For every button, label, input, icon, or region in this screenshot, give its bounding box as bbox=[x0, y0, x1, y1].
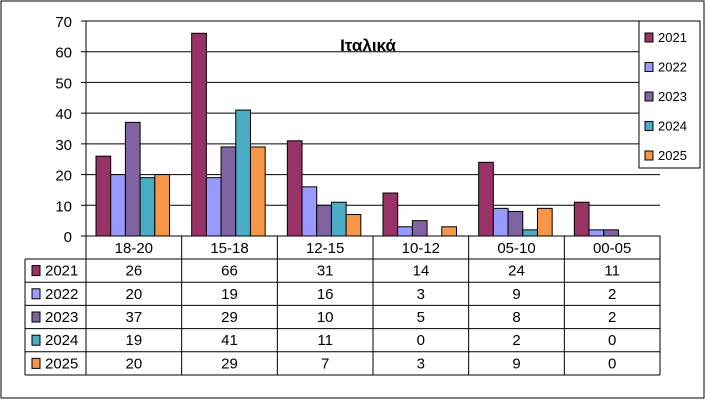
bar-2022-00-05 bbox=[588, 229, 605, 237]
category-label: 00-05 bbox=[593, 240, 631, 257]
table-cell: 3 bbox=[417, 355, 425, 372]
table-series-swatch bbox=[31, 357, 41, 369]
table-cell: 0 bbox=[608, 332, 616, 349]
table-cell: 19 bbox=[125, 332, 142, 349]
y-tick-label: 30 bbox=[55, 137, 72, 154]
table-cell: 20 bbox=[125, 286, 142, 303]
table-series-name: 2025 bbox=[45, 355, 78, 372]
bar-2022-15-18 bbox=[205, 177, 222, 237]
table-series-name: 2024 bbox=[45, 332, 78, 349]
table-series-swatch bbox=[31, 265, 41, 277]
legend-swatch bbox=[644, 62, 654, 72]
bar-2025-05-10 bbox=[536, 207, 553, 237]
y-tick-label: 70 bbox=[55, 14, 72, 31]
table-cell: 20 bbox=[125, 355, 142, 372]
table-cell: 14 bbox=[412, 263, 429, 280]
chart-title: Ιταλικά bbox=[340, 36, 396, 55]
y-tick-label: 40 bbox=[55, 106, 72, 123]
bars bbox=[95, 32, 619, 237]
legend-label: 2022 bbox=[658, 60, 687, 75]
bar-2025-12-15 bbox=[345, 214, 362, 237]
table-cell: 7 bbox=[321, 355, 329, 372]
table-cell: 24 bbox=[508, 263, 525, 280]
y-tick-label: 0 bbox=[64, 229, 72, 246]
bar-2021-05-10 bbox=[478, 161, 494, 237]
table-cell: 66 bbox=[221, 263, 238, 280]
y-tick-label: 20 bbox=[55, 168, 72, 185]
category-label: 12-15 bbox=[306, 240, 344, 257]
table-cell: 29 bbox=[221, 309, 238, 326]
table-series-name: 2021 bbox=[45, 263, 78, 280]
table-cell: 2 bbox=[608, 286, 616, 303]
bar-2021-12-15 bbox=[286, 140, 303, 237]
table-cell: 11 bbox=[604, 263, 620, 280]
table-cell: 2 bbox=[512, 332, 520, 349]
legend-label: 2021 bbox=[658, 30, 687, 45]
bar-2021-00-05 bbox=[573, 201, 590, 237]
table-series-swatch bbox=[31, 334, 41, 346]
bar-2023-10-12 bbox=[411, 220, 428, 237]
y-tick-label: 60 bbox=[55, 45, 72, 62]
table-cell: 0 bbox=[417, 332, 425, 349]
legend-label: 2023 bbox=[658, 89, 687, 104]
y-tick-label: 50 bbox=[55, 75, 72, 92]
table-series-name: 2023 bbox=[45, 309, 78, 326]
table-series-name: 2022 bbox=[45, 286, 78, 303]
legend-label: 2024 bbox=[658, 119, 687, 134]
bar-2022-05-10 bbox=[492, 207, 509, 237]
category-label: 18-20 bbox=[115, 240, 153, 257]
table-cell: 37 bbox=[125, 309, 142, 326]
table-cell: 26 bbox=[125, 263, 142, 280]
legend-swatch bbox=[644, 91, 654, 102]
legend: 2021 2022 2023 2024 2025 bbox=[638, 20, 701, 169]
bar-2023-05-10 bbox=[507, 210, 524, 237]
legend-swatch bbox=[644, 121, 654, 131]
y-tick-label: 10 bbox=[55, 198, 72, 215]
table-cell: 5 bbox=[417, 309, 425, 326]
bar-2024-15-18 bbox=[235, 109, 251, 237]
legend-label: 2025 bbox=[658, 148, 687, 163]
bar-2022-12-15 bbox=[301, 186, 318, 237]
table-cell: 29 bbox=[221, 355, 238, 372]
bar-2025-18-20 bbox=[154, 174, 171, 237]
table-cell: 19 bbox=[221, 286, 238, 303]
table-cell: 0 bbox=[608, 355, 616, 372]
table-cell: 41 bbox=[221, 332, 238, 349]
bar-2023-15-18 bbox=[220, 146, 237, 237]
category-label: 15-18 bbox=[210, 240, 248, 257]
bar-2021-18-20 bbox=[95, 155, 112, 237]
table-cell: 3 bbox=[417, 286, 425, 303]
table-series-swatch bbox=[31, 311, 41, 323]
table-cell: 9 bbox=[512, 286, 520, 303]
legend-swatch bbox=[644, 32, 654, 43]
table-cell: 2 bbox=[608, 309, 616, 326]
table-cell: 10 bbox=[317, 309, 334, 326]
bar-2022-10-12 bbox=[397, 226, 413, 237]
bar-2025-10-12 bbox=[441, 226, 457, 237]
table-cell: 31 bbox=[317, 263, 334, 280]
bar-2024-12-15 bbox=[330, 201, 347, 237]
bar-2023-18-20 bbox=[124, 121, 141, 237]
table-cell: 16 bbox=[317, 286, 334, 303]
y-axis: 0 10 20 30 40 50 60 70 bbox=[55, 14, 87, 246]
table-cell: 11 bbox=[317, 332, 333, 349]
category-label: 05-10 bbox=[497, 240, 535, 257]
bar-2024-18-20 bbox=[139, 177, 156, 237]
table-cell: 9 bbox=[512, 355, 520, 372]
legend-swatch bbox=[644, 150, 654, 161]
bar-2022-18-20 bbox=[110, 174, 126, 237]
bar-2023-00-05 bbox=[603, 229, 619, 237]
bar-2023-12-15 bbox=[316, 204, 332, 237]
table-cell: 8 bbox=[512, 309, 520, 326]
category-label: 10-12 bbox=[402, 240, 440, 257]
bar-2024-05-10 bbox=[522, 229, 538, 237]
bar-2025-15-18 bbox=[249, 146, 266, 237]
table-series-swatch bbox=[31, 288, 41, 300]
bar-2021-10-12 bbox=[382, 192, 399, 237]
bar-2021-15-18 bbox=[191, 32, 207, 237]
